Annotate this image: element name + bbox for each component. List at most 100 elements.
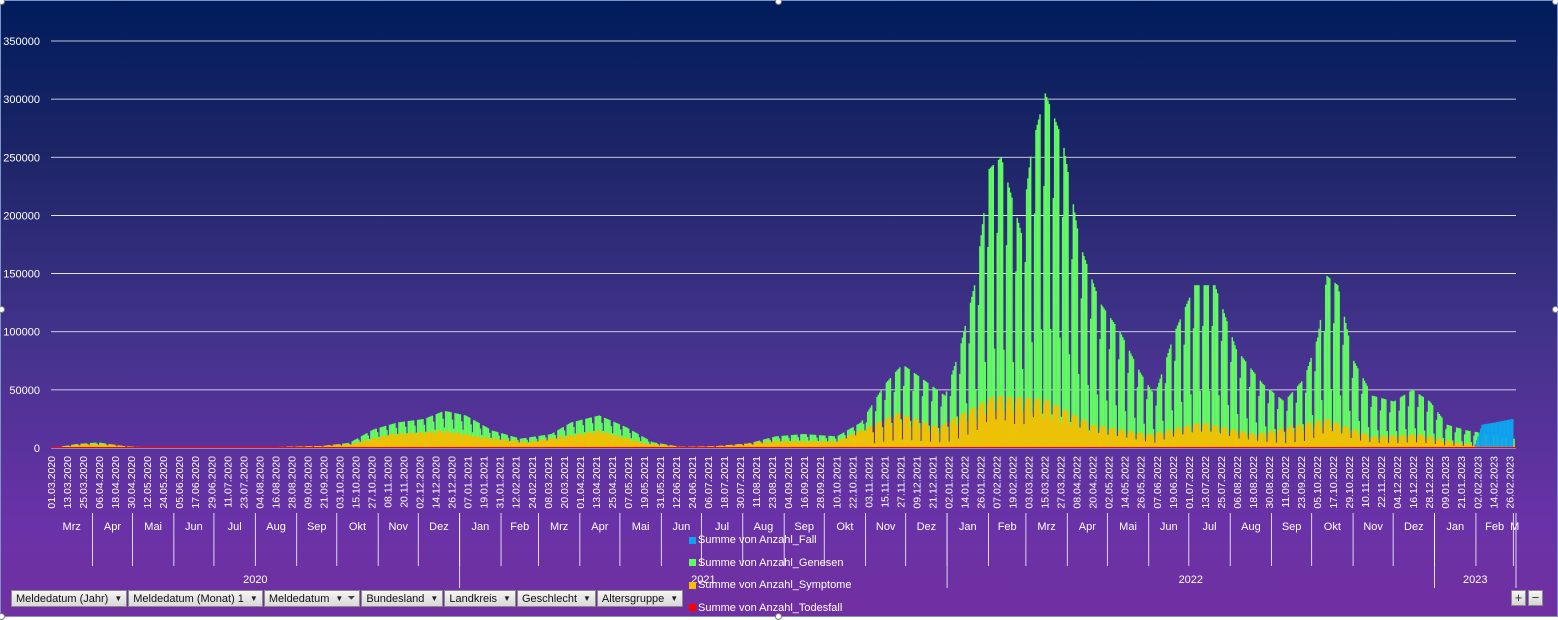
bar-symptome[interactable] [966, 422, 967, 448]
bar-symptome[interactable] [1238, 438, 1239, 448]
bar-symptome[interactable] [513, 441, 514, 448]
bar-symptome[interactable] [569, 435, 570, 448]
bar-symptome[interactable] [533, 441, 534, 448]
bar-symptome[interactable] [1357, 431, 1358, 448]
bar-symptome[interactable] [1050, 415, 1051, 448]
bar-symptome[interactable] [608, 433, 609, 448]
bar-symptome[interactable] [783, 441, 784, 448]
bar-symptome[interactable] [1074, 415, 1075, 448]
bar-symptome[interactable] [1066, 411, 1067, 448]
bar-symptome[interactable] [859, 431, 860, 448]
bar-symptome[interactable] [1413, 434, 1414, 448]
bar-symptome[interactable] [1270, 431, 1271, 448]
bar-symptome[interactable] [1261, 433, 1262, 448]
bar-symptome[interactable] [1035, 399, 1036, 448]
bar-symptome[interactable] [1082, 419, 1083, 448]
bar-symptome[interactable] [856, 432, 857, 448]
bar-symptome[interactable] [546, 441, 547, 448]
bar-symptome[interactable] [858, 431, 859, 448]
bar-symptome[interactable] [417, 432, 418, 448]
bar-symptome[interactable] [474, 436, 475, 448]
bar-symptome[interactable] [931, 427, 932, 448]
bar-symptome[interactable] [613, 435, 614, 448]
bar-symptome[interactable] [1071, 417, 1072, 448]
bar-symptome[interactable] [1344, 426, 1345, 448]
bar-symptome[interactable] [1372, 436, 1373, 448]
bar-genesen[interactable] [1049, 104, 1050, 448]
bar-symptome[interactable] [400, 433, 401, 448]
bar-symptome[interactable] [895, 414, 896, 448]
bar-symptome[interactable] [944, 423, 945, 448]
bar-symptome[interactable] [886, 419, 887, 448]
bar-symptome[interactable] [1437, 438, 1438, 448]
bar-symptome[interactable] [604, 432, 605, 448]
bar-symptome[interactable] [847, 436, 848, 448]
bar-symptome[interactable] [854, 434, 855, 448]
bar-symptome[interactable] [534, 441, 535, 448]
bar-symptome[interactable] [557, 437, 558, 448]
bar-symptome[interactable] [1210, 434, 1211, 448]
bar-symptome[interactable] [1151, 433, 1152, 448]
bar-symptome[interactable] [607, 433, 608, 448]
bar-symptome[interactable] [1125, 435, 1126, 448]
bar-genesen[interactable] [1058, 129, 1059, 448]
bar-symptome[interactable] [596, 431, 597, 448]
bar-symptome[interactable] [947, 429, 948, 448]
bar-symptome[interactable] [381, 436, 382, 448]
bar-fall[interactable] [1508, 420, 1509, 448]
bar-symptome[interactable] [890, 417, 891, 448]
bar-symptome[interactable] [560, 437, 561, 448]
bar-symptome[interactable] [1356, 430, 1357, 448]
bar-symptome[interactable] [617, 436, 618, 448]
bar-symptome[interactable] [1333, 424, 1334, 448]
bar-symptome[interactable] [620, 437, 621, 448]
bar-symptome[interactable] [549, 439, 550, 448]
bar-symptome[interactable] [1374, 436, 1375, 448]
bar-symptome[interactable] [1143, 438, 1144, 448]
bar-symptome[interactable] [786, 441, 787, 448]
bar-symptome[interactable] [839, 440, 840, 448]
bar-symptome[interactable] [1062, 413, 1063, 448]
bar-symptome[interactable] [1063, 409, 1064, 448]
bar-symptome[interactable] [781, 441, 782, 448]
legend-item[interactable]: Summe von Anzahl_Genesen [689, 552, 889, 575]
bar-symptome[interactable] [914, 419, 915, 448]
bar-symptome[interactable] [803, 441, 804, 448]
bar-genesen[interactable] [1095, 291, 1096, 448]
bar-symptome[interactable] [1029, 398, 1030, 448]
bar-symptome[interactable] [976, 430, 977, 448]
bar-symptome[interactable] [974, 407, 975, 448]
bar-symptome[interactable] [452, 433, 453, 448]
bar-symptome[interactable] [625, 438, 626, 448]
bar-symptome[interactable] [469, 435, 470, 448]
bar-fall[interactable] [1512, 419, 1513, 448]
bar-symptome[interactable] [915, 419, 916, 448]
bar-symptome[interactable] [1228, 434, 1229, 448]
bar-symptome[interactable] [1373, 436, 1374, 448]
bar-symptome[interactable] [1093, 425, 1094, 448]
bar-fall[interactable] [1483, 425, 1484, 448]
bar-symptome[interactable] [480, 438, 481, 448]
field-button[interactable]: Meldedatum (Jahr)▼ [11, 590, 127, 607]
bar-symptome[interactable] [1134, 436, 1135, 448]
bar-symptome[interactable] [581, 433, 582, 448]
bar-symptome[interactable] [1226, 428, 1227, 448]
bar-symptome[interactable] [1268, 433, 1269, 448]
bar-symptome[interactable] [1081, 422, 1082, 448]
bar-symptome[interactable] [628, 439, 629, 448]
bar-symptome[interactable] [1212, 427, 1213, 448]
bar-symptome[interactable] [1189, 425, 1190, 448]
bar-symptome[interactable] [473, 436, 474, 448]
bar-fall[interactable] [1499, 422, 1500, 448]
field-button[interactable]: Meldedatum (Monat) 1▼ [128, 590, 263, 607]
bar-symptome[interactable] [1059, 419, 1060, 448]
bar-symptome[interactable] [631, 441, 632, 448]
bar-symptome[interactable] [1390, 435, 1391, 448]
bar-symptome[interactable] [896, 414, 897, 448]
bar-symptome[interactable] [1111, 428, 1112, 448]
bar-symptome[interactable] [454, 432, 455, 448]
bar-symptome[interactable] [784, 441, 785, 448]
bar-symptome[interactable] [1278, 429, 1279, 448]
bar-symptome[interactable] [964, 412, 965, 448]
bar-symptome[interactable] [1428, 436, 1429, 448]
